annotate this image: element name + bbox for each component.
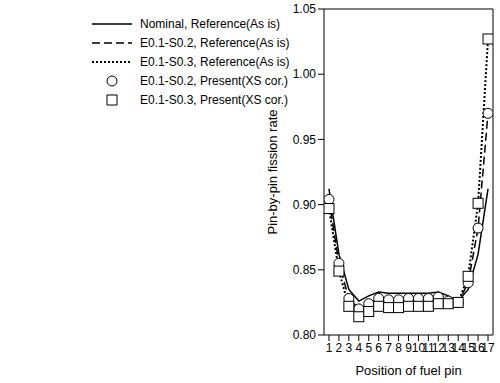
svg-text:Pin-by-pin fission rate: Pin-by-pin fission rate [265, 110, 280, 235]
svg-text:5: 5 [365, 341, 372, 355]
svg-text:6: 6 [375, 341, 382, 355]
svg-text:0.80: 0.80 [293, 328, 317, 342]
svg-text:17: 17 [481, 341, 492, 355]
svg-text:1: 1 [326, 341, 333, 355]
svg-text:Position of fuel pin: Position of fuel pin [355, 363, 461, 378]
svg-text:7: 7 [385, 341, 392, 355]
svg-text:2: 2 [336, 341, 343, 355]
svg-text:8: 8 [395, 341, 402, 355]
svg-text:4: 4 [355, 341, 362, 355]
svg-text:1.00: 1.00 [293, 67, 317, 81]
svg-text:0.95: 0.95 [293, 133, 317, 147]
svg-text:1.05: 1.05 [293, 2, 317, 16]
svg-text:0.90: 0.90 [293, 198, 317, 212]
svg-text:0.85: 0.85 [293, 263, 317, 277]
svg-text:3: 3 [346, 341, 353, 355]
